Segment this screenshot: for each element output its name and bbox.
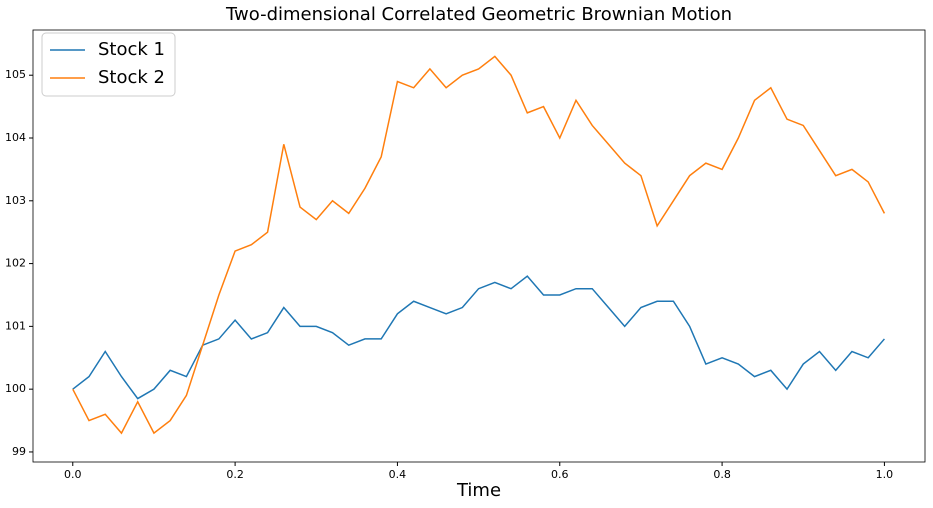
y-tick-label: 99 bbox=[12, 445, 26, 458]
y-tick-label: 102 bbox=[5, 257, 26, 270]
legend-label: Stock 1 bbox=[98, 39, 165, 60]
y-tick-label: 100 bbox=[5, 382, 26, 395]
chart-title: Two-dimensional Correlated Geometric Bro… bbox=[225, 4, 732, 25]
x-tick-label: 1.0 bbox=[876, 468, 894, 481]
plot-area bbox=[32, 29, 926, 463]
x-tick-label: 0.0 bbox=[64, 468, 82, 481]
x-tick-label: 0.8 bbox=[713, 468, 731, 481]
y-tick-label: 104 bbox=[5, 131, 26, 144]
series-line bbox=[72, 275, 885, 400]
x-tick-label: 0.2 bbox=[226, 468, 244, 481]
legend-box bbox=[41, 32, 176, 97]
y-tick-label: 105 bbox=[5, 68, 26, 81]
series-line bbox=[72, 55, 886, 435]
x-tick-label: 0.4 bbox=[389, 468, 407, 481]
x-axis-label: Time bbox=[456, 480, 501, 501]
y-tick-label: 101 bbox=[5, 319, 26, 332]
x-tick-label: 0.6 bbox=[551, 468, 569, 481]
legend-label: Stock 2 bbox=[98, 67, 165, 88]
y-tick-label: 103 bbox=[5, 194, 26, 207]
